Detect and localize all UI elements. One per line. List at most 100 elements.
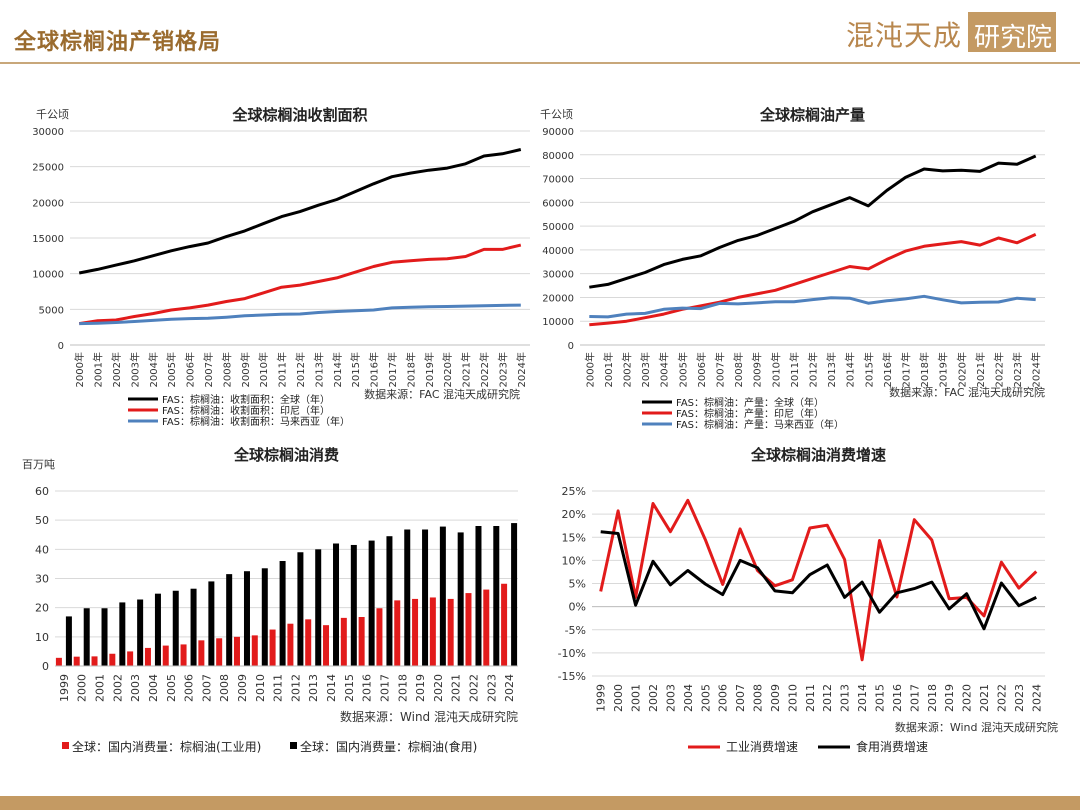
- series-line: [589, 294, 1036, 319]
- x-tick-label: 2010: [254, 674, 267, 702]
- y-tick-label: 10000: [32, 270, 64, 281]
- x-tick-label: 2006: [717, 684, 730, 712]
- bar: [269, 629, 276, 666]
- legend-label: FAS：棕榈油：收割面积：全球（年）: [162, 393, 330, 406]
- x-tick-label: 2014: [325, 674, 338, 702]
- x-tick-label: 2010年: [769, 352, 782, 387]
- y-tick-label: 20: [35, 602, 49, 615]
- y-axis-unit: 千公顷: [540, 108, 573, 121]
- x-tick-label: 2003年: [639, 352, 652, 387]
- x-tick-label: 2020: [961, 684, 974, 712]
- bar: [180, 644, 187, 666]
- bar: [279, 561, 286, 666]
- x-tick-label: 2011年: [276, 352, 289, 387]
- bar: [404, 529, 411, 666]
- series-line: [79, 303, 521, 326]
- bar: [162, 645, 169, 666]
- x-tick-label: 2010年: [257, 352, 270, 387]
- x-tick-label: 2012: [821, 684, 834, 712]
- x-tick-label: 2014: [856, 684, 869, 712]
- x-tick-label: 2016年: [881, 352, 894, 387]
- bar: [109, 653, 116, 666]
- x-tick-label: 2009年: [239, 352, 252, 387]
- x-tick-label: 2012: [289, 674, 302, 702]
- x-tick-label: 2013年: [312, 352, 325, 387]
- bar: [144, 647, 151, 666]
- x-tick-label: 2009: [236, 674, 249, 702]
- x-tick-label: 2000: [76, 674, 89, 702]
- bar: [511, 523, 518, 666]
- series-line: [78, 148, 522, 275]
- y-tick-label: 40000: [542, 246, 574, 257]
- x-tick-label: 2016年: [368, 352, 381, 387]
- bar: [340, 617, 347, 666]
- bar: [493, 526, 500, 666]
- x-tick-label: 2013: [307, 674, 320, 702]
- x-tick-label: 1999: [595, 684, 608, 712]
- series-line: [78, 243, 522, 326]
- x-tick-label: 2002: [111, 674, 124, 702]
- bar: [233, 636, 240, 666]
- x-tick-label: 2017年: [386, 352, 399, 387]
- bar: [422, 529, 429, 666]
- x-tick-label: 2006年: [695, 352, 708, 387]
- x-tick-label: 2000: [612, 684, 625, 712]
- y-tick-label: 0: [42, 660, 49, 673]
- y-tick-label: 0: [568, 341, 574, 352]
- series-line: [589, 233, 1037, 327]
- x-tick-label: 2018: [396, 674, 409, 702]
- bar: [323, 625, 330, 666]
- brand-logo: 混沌天成 研究院: [846, 12, 1056, 53]
- bar: [429, 597, 436, 666]
- x-tick-label: 2023年: [1011, 352, 1024, 387]
- logo-text-main: 混沌天成: [846, 19, 963, 52]
- bar: [333, 543, 340, 666]
- chart-production: 全球棕榈油产量 千公顷 0 10000 20000 30000 40000 50000 6000…: [540, 106, 1045, 431]
- y-tick-label: 50000: [542, 222, 574, 233]
- x-tick-label: 2004年: [147, 352, 160, 387]
- bar: [73, 656, 80, 666]
- y-axis-unit: 千公顷: [36, 108, 69, 121]
- y-tick-label: 0%: [569, 601, 586, 614]
- header-divider: [0, 62, 1080, 64]
- logo-text-box: 研究院: [974, 23, 1053, 53]
- y-tick-label: 5%: [569, 578, 586, 591]
- bar: [386, 536, 393, 666]
- x-tick-label: 2009: [769, 684, 782, 712]
- bar: [55, 657, 62, 666]
- x-tick-label: 2003: [664, 684, 677, 712]
- logo-box: 研究院: [968, 12, 1056, 53]
- x-tick-label: 2021: [450, 674, 463, 702]
- x-tick-label: 2021: [978, 684, 991, 712]
- x-tick-label: 2002年: [110, 352, 123, 387]
- x-tick-label: 2014年: [844, 352, 857, 387]
- x-tick-label: 2003: [129, 674, 142, 702]
- x-tick-label: 2001年: [92, 352, 105, 387]
- bar: [501, 583, 508, 666]
- bar: [315, 549, 322, 666]
- y-tick-label: 20000: [542, 293, 574, 304]
- x-tick-label: 2012年: [294, 352, 307, 387]
- footer-bar: [0, 796, 1080, 810]
- x-tick-label: 2020: [432, 674, 445, 702]
- y-tick-label: 30000: [542, 270, 574, 281]
- bar: [412, 598, 419, 666]
- x-tick-label: 2012年: [807, 352, 820, 387]
- x-tick-label: 2004年: [658, 352, 671, 387]
- bar: [190, 588, 197, 666]
- y-tick-label: 30: [35, 573, 49, 586]
- chart-consumption-growth: 全球棕榈油消费增速 -15% -10% -5% 0% 5% 10% 15% 20% 25% 1999…: [558, 446, 1058, 754]
- y-tick-label: 60000: [542, 198, 574, 209]
- y-tick-label: 10%: [562, 554, 586, 567]
- legend-label: 全球：国内消费量：棕榈油(食用): [300, 739, 477, 754]
- x-tick-label: 2017: [908, 684, 921, 712]
- y-tick-label: 20000: [32, 198, 64, 209]
- bar: [465, 593, 472, 666]
- x-tick-label: 2023: [485, 674, 498, 702]
- x-tick-label: 2019年: [937, 352, 950, 387]
- chart-title: 全球棕榈油消费增速: [750, 446, 886, 464]
- chart-title: 全球棕榈油收割面积: [231, 106, 367, 124]
- x-tick-label: 2011: [272, 674, 285, 702]
- legend-label: FAS：棕榈油：收割面积：马来西亚（年）: [162, 415, 350, 428]
